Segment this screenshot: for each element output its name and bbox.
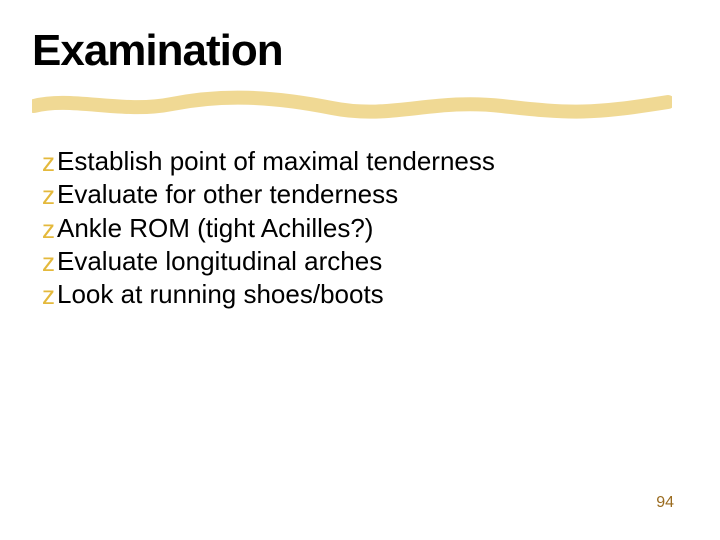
bullet-icon: z [42,279,55,312]
page-number: 94 [656,494,674,512]
bullet-icon: z [42,213,55,246]
bullet-list: z Establish point of maximal tenderness … [42,145,495,311]
bullet-icon: z [42,246,55,279]
list-item-text: Ankle ROM (tight Achilles?) [57,212,373,245]
list-item-text: Establish point of maximal tenderness [57,145,495,178]
list-item: z Look at running shoes/boots [42,278,495,311]
list-item-text: Look at running shoes/boots [57,278,384,311]
list-item: z Evaluate for other tenderness [42,178,495,211]
slide-title: Examination [32,26,283,76]
title-underline [32,90,672,120]
slide: Examination z Establish point of maximal… [0,0,720,540]
list-item: z Establish point of maximal tenderness [42,145,495,178]
list-item: z Evaluate longitudinal arches [42,245,495,278]
list-item-text: Evaluate longitudinal arches [57,245,382,278]
bullet-icon: z [42,179,55,212]
list-item: z Ankle ROM (tight Achilles?) [42,212,495,245]
list-item-text: Evaluate for other tenderness [57,178,398,211]
bullet-icon: z [42,146,55,179]
